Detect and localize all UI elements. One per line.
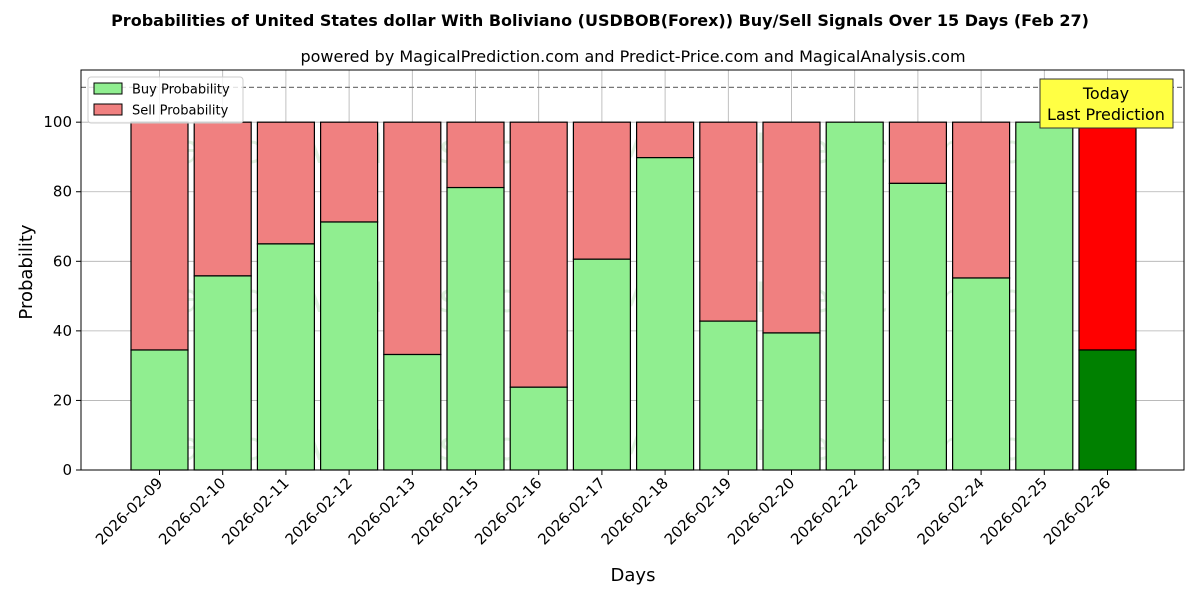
x-tick-label: 2026-02-24 [914,474,988,548]
sell-bar [130,121,189,351]
y-tick-label: 40 [53,322,72,340]
x-tick-label: 2026-02-22 [787,474,861,548]
x-tick-label: 2026-02-17 [534,474,608,548]
buy-bar [572,258,632,471]
x-axis: 2026-02-092026-02-102026-02-112026-02-12… [92,470,1114,548]
sell-bar [699,121,758,322]
buy-bar [699,320,758,471]
y-axis: 0 20 40 60 80 100 [43,113,81,479]
buy-bar [256,243,315,471]
x-tick-label: 2026-02-11 [218,474,292,548]
today-label: Today [1082,84,1129,103]
buy-bar [888,182,948,471]
today-box [1039,78,1174,129]
x-tick-label: 2026-02-15 [408,474,482,548]
buy-bar [951,277,1011,471]
x-tick-label: 2026-02-19 [661,474,735,548]
buy-bar [762,332,821,471]
legend: Buy Probability Sell Probability [87,76,244,124]
buy-bar [320,221,379,471]
sell-bar [256,121,315,245]
y-axis-label: Probability [16,224,37,319]
sell-bar [888,121,948,184]
sell-bar [446,121,505,189]
sell-bar [383,121,442,356]
x-tick-label: 2026-02-10 [155,474,229,548]
buy-bar [1015,121,1074,471]
y-tick-label: 80 [53,183,72,201]
buy-bar [1078,349,1137,471]
x-tick-label: 2026-02-18 [598,474,672,548]
legend-label: Buy Probability [132,83,230,98]
buy-bar [193,275,252,471]
chart-subtitle: powered by MagicalPrediction.com and Pre… [300,47,965,66]
x-tick-label: 2026-02-25 [977,474,1051,548]
sell-bar [1078,121,1137,351]
y-tick-label: 0 [62,461,72,479]
sell-bar [509,121,568,388]
x-tick-label: 2026-02-16 [471,474,545,548]
legend-box [87,76,244,124]
y-tick-label: 60 [53,252,72,270]
buy-bar [825,121,884,471]
today-label: Last Prediction [1047,105,1165,124]
x-tick-label: 2026-02-23 [850,474,924,548]
x-tick-label: 2026-02-09 [92,474,166,548]
plot-frame [80,69,1185,471]
buy-bar [509,386,568,471]
sell-bar [193,121,252,277]
x-tick-label: 2026-02-20 [724,474,798,548]
legend-label: Sell Probability [132,104,229,119]
x-tick-label: 2026-02-13 [345,474,419,548]
buy-bar [446,186,505,471]
legend-swatch [93,103,123,116]
y-tick-label: 100 [43,113,72,131]
x-axis-label: Days [611,565,656,586]
sell-bar [320,121,379,223]
x-tick-label: 2026-02-26 [1040,474,1114,548]
legend-swatch [93,82,123,95]
buy-bar [383,353,442,471]
x-tick-label: 2026-02-12 [282,474,356,548]
bars [130,121,1137,471]
today-annotation: Today Last Prediction [1039,78,1174,129]
buy-bar [635,157,695,471]
buy-bar [130,349,189,471]
chart-title: Probabilities of United States dollar Wi… [111,11,1089,30]
y-tick-label: 20 [53,391,72,409]
sell-bar [635,121,695,159]
sell-bar [762,121,821,334]
sell-bar [951,121,1011,279]
sell-bar [572,121,632,260]
